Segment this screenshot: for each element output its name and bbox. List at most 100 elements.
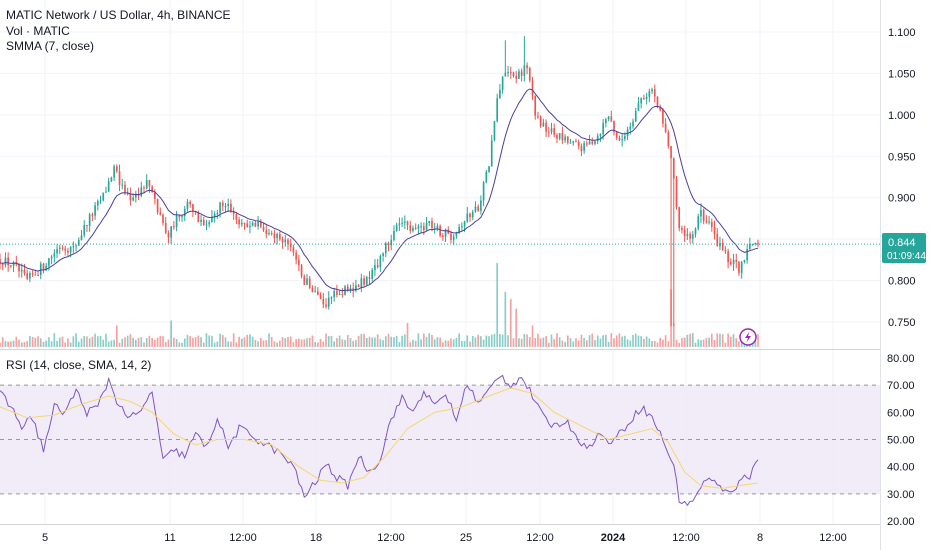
candle-body[interactable] (374, 265, 376, 270)
candle-body[interactable] (249, 225, 251, 228)
candle-body[interactable] (653, 89, 656, 97)
candle-body[interactable] (751, 244, 754, 246)
candle-body[interactable] (173, 226, 175, 228)
candle-body[interactable] (624, 136, 626, 140)
candle-body[interactable] (115, 166, 118, 172)
candle-body[interactable] (395, 224, 398, 232)
candle-body[interactable] (520, 71, 523, 76)
candle-body[interactable] (91, 214, 94, 216)
candle-body[interactable] (466, 213, 469, 222)
candle-body[interactable] (694, 228, 697, 235)
candle-body[interactable] (605, 119, 607, 124)
candle-body[interactable] (355, 285, 357, 291)
candle-body[interactable] (333, 291, 336, 298)
candle-body[interactable] (0, 259, 1, 264)
candle-body[interactable] (585, 143, 588, 145)
candle-body[interactable] (53, 253, 56, 257)
candle-body[interactable] (113, 166, 115, 178)
lightning-icon[interactable] (739, 328, 757, 346)
candle-body[interactable] (398, 223, 401, 225)
candle-body[interactable] (469, 213, 471, 218)
candle-body[interactable] (629, 126, 632, 130)
candle-body[interactable] (406, 221, 409, 226)
candle-body[interactable] (200, 219, 202, 222)
candle-body[interactable] (202, 219, 205, 226)
candle-body[interactable] (23, 269, 26, 274)
candle-body[interactable] (360, 278, 363, 288)
candle-body[interactable] (626, 129, 629, 137)
candle-body[interactable] (259, 221, 262, 227)
candle-body[interactable] (740, 261, 743, 273)
candle-body[interactable] (110, 177, 113, 182)
candle-body[interactable] (436, 225, 439, 228)
candle-body[interactable] (167, 232, 170, 238)
candle-body[interactable] (121, 184, 124, 186)
candle-body[interactable] (170, 226, 173, 238)
candle-body[interactable] (80, 235, 83, 241)
candle-body[interactable] (102, 192, 105, 201)
candle-body[interactable] (295, 252, 297, 260)
candle-body[interactable] (325, 304, 327, 307)
candle-body[interactable] (602, 123, 604, 135)
candle-body[interactable] (634, 110, 637, 122)
candle-body[interactable] (485, 171, 488, 183)
candle-body[interactable] (7, 257, 9, 266)
candle-body[interactable] (349, 288, 352, 291)
candle-body[interactable] (678, 207, 681, 229)
symbol-title[interactable]: MATIC Network / US Dollar, 4h, BINANCE (6, 8, 231, 22)
candle-body[interactable] (403, 221, 406, 223)
candle-body[interactable] (618, 137, 621, 141)
candle-body[interactable] (368, 277, 371, 279)
candle-body[interactable] (542, 122, 545, 127)
candle-body[interactable] (732, 259, 735, 265)
candle-body[interactable] (588, 141, 591, 145)
candle-body[interactable] (135, 193, 137, 198)
candle-body[interactable] (569, 142, 572, 144)
candle-body[interactable] (507, 72, 509, 74)
candle-body[interactable] (591, 141, 594, 144)
candle-body[interactable] (637, 103, 640, 111)
candle-body[interactable] (539, 116, 542, 127)
candle-body[interactable] (504, 72, 507, 77)
candle-body[interactable] (496, 98, 499, 122)
candle-body[interactable] (303, 276, 306, 285)
candle-body[interactable] (314, 291, 316, 293)
candle-body[interactable] (311, 288, 314, 292)
candle-body[interactable] (615, 131, 618, 138)
candle-body[interactable] (425, 223, 428, 231)
candle-body[interactable] (596, 136, 599, 142)
candle-body[interactable] (512, 72, 515, 77)
candle-body[interactable] (262, 226, 265, 231)
candle-body[interactable] (1, 263, 4, 266)
candle-body[interactable] (352, 288, 355, 291)
candle-body[interactable] (357, 285, 360, 288)
candle-body[interactable] (412, 227, 414, 231)
candle-body[interactable] (439, 225, 441, 236)
candle-body[interactable] (254, 222, 257, 227)
candle-body[interactable] (648, 91, 651, 97)
candle-body[interactable] (702, 209, 705, 222)
candle-body[interactable] (414, 227, 417, 229)
candle-body[interactable] (509, 72, 512, 74)
candle-body[interactable] (691, 234, 694, 239)
candle-body[interactable] (455, 233, 458, 237)
candle-body[interactable] (713, 227, 716, 234)
candle-body[interactable] (308, 278, 311, 289)
candle-body[interactable] (379, 255, 382, 268)
candle-body[interactable] (613, 121, 615, 132)
candle-body[interactable] (724, 250, 727, 252)
candle-body[interactable] (322, 298, 325, 305)
candle-body[interactable] (292, 247, 295, 253)
candle-body[interactable] (341, 294, 344, 296)
candle-body[interactable] (490, 140, 493, 167)
time-axis[interactable]: 5 11 12:00 18 12:00 25 12:00 2024 12:00 8 12:00 (42, 532, 847, 544)
rsi-legend[interactable]: RSI (14, close, SMA, 14, 2) (6, 358, 151, 372)
candle-body[interactable] (572, 141, 575, 143)
candle-body[interactable] (458, 227, 460, 234)
candle-body[interactable] (192, 204, 194, 212)
candle-body[interactable] (75, 245, 77, 247)
candle-body[interactable] (501, 76, 504, 90)
candle-body[interactable] (151, 186, 153, 193)
candle-body[interactable] (675, 178, 678, 208)
